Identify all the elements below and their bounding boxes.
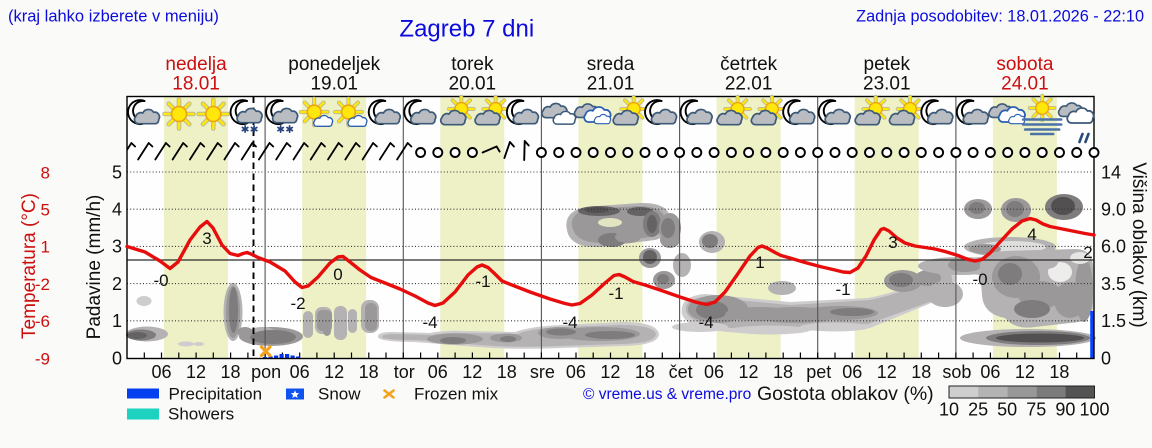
- svg-text:Zagreb 7 dni: Zagreb 7 dni: [399, 16, 534, 43]
- svg-text:18: 18: [1049, 362, 1069, 382]
- svg-text:9.0: 9.0: [1101, 200, 1126, 220]
- svg-text:1.5: 1.5: [1101, 311, 1126, 331]
- svg-text:0: 0: [1101, 348, 1111, 368]
- svg-text:3.5: 3.5: [1101, 274, 1126, 294]
- svg-text:3: 3: [888, 233, 897, 252]
- svg-text:čet: čet: [669, 362, 693, 382]
- svg-text:petek: petek: [864, 54, 911, 75]
- svg-text:5: 5: [112, 162, 122, 182]
- svg-text:Zadnja posodobitev: 18.01.2026: Zadnja posodobitev: 18.01.2026 - 22:10: [856, 8, 1144, 26]
- svg-text:-4: -4: [422, 313, 437, 332]
- svg-text:-0: -0: [972, 270, 987, 289]
- svg-text:12: 12: [324, 362, 344, 382]
- svg-text:-1: -1: [608, 284, 623, 303]
- svg-text:25: 25: [968, 400, 988, 420]
- svg-text:Showers: Showers: [168, 405, 234, 424]
- svg-text:12: 12: [877, 362, 897, 382]
- svg-text:1: 1: [755, 253, 764, 272]
- svg-text:-9: -9: [35, 349, 50, 368]
- svg-text:-1: -1: [475, 272, 490, 291]
- svg-text:20.01: 20.01: [449, 74, 497, 95]
- svg-text:sre: sre: [530, 362, 555, 382]
- svg-text:-2: -2: [35, 275, 50, 294]
- svg-text:100: 100: [1079, 400, 1109, 420]
- svg-text:2: 2: [112, 274, 122, 294]
- svg-text:18: 18: [773, 362, 793, 382]
- svg-text:sobota: sobota: [996, 54, 1053, 75]
- svg-text:torek: torek: [451, 54, 494, 75]
- svg-text:22.01: 22.01: [725, 74, 773, 95]
- svg-text:Višina oblakov (km): Višina oblakov (km): [1128, 162, 1149, 327]
- svg-text:21.01: 21.01: [587, 74, 635, 95]
- svg-text:8: 8: [41, 163, 50, 182]
- svg-text:2: 2: [1083, 243, 1092, 262]
- svg-text:četrtek: četrtek: [720, 54, 778, 75]
- svg-text:tor: tor: [394, 362, 415, 382]
- svg-text:-4: -4: [698, 313, 713, 332]
- svg-text:18: 18: [220, 362, 240, 382]
- svg-text:-1: -1: [835, 280, 850, 299]
- svg-text:Frozen mix: Frozen mix: [414, 385, 499, 404]
- svg-text:12: 12: [462, 362, 482, 382]
- svg-text:sob: sob: [942, 362, 971, 382]
- svg-text:-2: -2: [290, 294, 305, 313]
- svg-text:90: 90: [1055, 400, 1075, 420]
- svg-text:18: 18: [497, 362, 517, 382]
- svg-text:3: 3: [202, 229, 211, 248]
- svg-text:10: 10: [939, 400, 959, 420]
- svg-text:06: 06: [980, 362, 1000, 382]
- svg-text:-0: -0: [153, 271, 168, 290]
- svg-text:06: 06: [566, 362, 586, 382]
- svg-text:Precipitation: Precipitation: [169, 385, 263, 404]
- svg-text:1: 1: [112, 311, 122, 331]
- svg-text:12: 12: [1015, 362, 1035, 382]
- svg-text:sreda: sreda: [587, 54, 635, 75]
- svg-text:4: 4: [1027, 225, 1036, 244]
- svg-text:23.01: 23.01: [863, 74, 911, 95]
- svg-text:06: 06: [428, 362, 448, 382]
- svg-text:5: 5: [41, 201, 50, 220]
- svg-text:24.01: 24.01: [1001, 74, 1049, 95]
- svg-text:18: 18: [635, 362, 655, 382]
- svg-text:18: 18: [911, 362, 931, 382]
- svg-text:Temperatura (°C): Temperatura (°C): [19, 193, 40, 339]
- svg-text:19.01: 19.01: [310, 74, 358, 95]
- svg-text:pet: pet: [806, 362, 831, 382]
- svg-text:12: 12: [186, 362, 206, 382]
- svg-text:nedelja: nedelja: [165, 54, 227, 75]
- svg-text:-6: -6: [35, 312, 50, 331]
- svg-text:75: 75: [1026, 400, 1046, 420]
- svg-text:(kraj lahko izberete v meniju): (kraj lahko izberete v meniju): [8, 8, 219, 26]
- svg-text:4: 4: [112, 200, 122, 220]
- svg-text:12: 12: [600, 362, 620, 382]
- svg-text:18.01: 18.01: [172, 74, 220, 95]
- svg-text:© vreme.us & vreme.pro: © vreme.us & vreme.pro: [583, 386, 751, 403]
- svg-text:50: 50: [997, 400, 1017, 420]
- svg-text:1: 1: [41, 238, 50, 257]
- svg-text:pon: pon: [251, 362, 281, 382]
- svg-text:ponedeljek: ponedeljek: [288, 54, 380, 75]
- svg-text:06: 06: [290, 362, 310, 382]
- svg-text:12: 12: [739, 362, 759, 382]
- svg-text:0: 0: [333, 265, 342, 284]
- svg-text:06: 06: [151, 362, 171, 382]
- svg-text:18: 18: [359, 362, 379, 382]
- svg-text:3: 3: [112, 237, 122, 257]
- svg-text:6.0: 6.0: [1101, 237, 1126, 257]
- svg-text:14: 14: [1101, 162, 1121, 182]
- svg-text:-4: -4: [562, 313, 577, 332]
- svg-text:06: 06: [704, 362, 724, 382]
- svg-text:Padavine (mm/h): Padavine (mm/h): [84, 195, 105, 340]
- svg-text:0: 0: [112, 348, 122, 368]
- svg-text:06: 06: [842, 362, 862, 382]
- svg-text:Snow: Snow: [318, 385, 361, 404]
- svg-text:Gostota oblakov (%): Gostota oblakov (%): [757, 383, 934, 405]
